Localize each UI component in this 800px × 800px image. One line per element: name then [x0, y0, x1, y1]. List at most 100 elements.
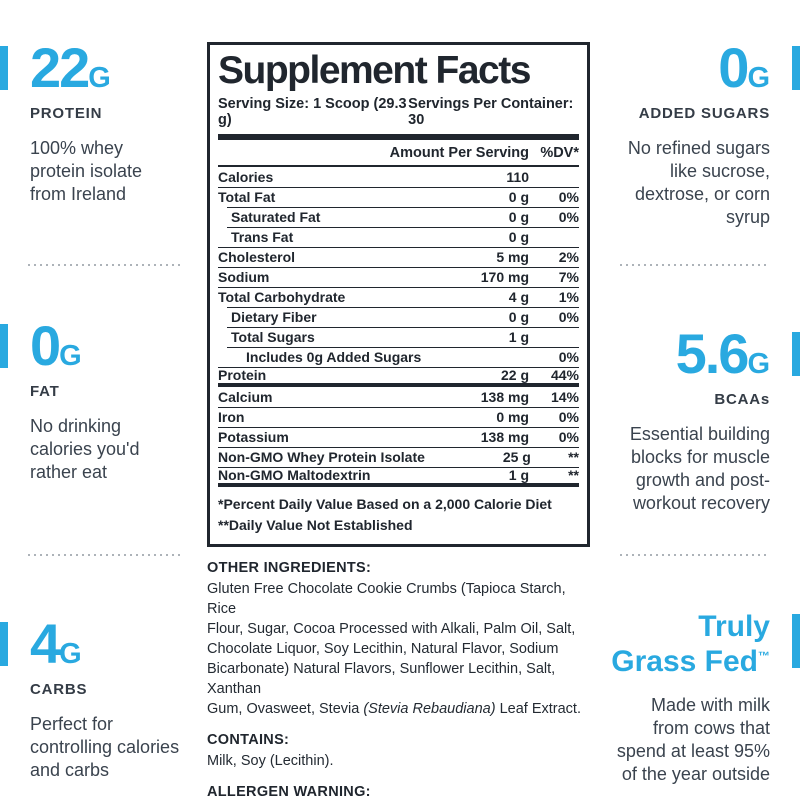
- nutrient-amount: 0 mg: [496, 408, 529, 425]
- accent-bar: [792, 614, 800, 668]
- ingredients-italic: (Stevia Rebaudiana): [363, 700, 496, 717]
- callout-protein: 22G PROTEIN 100% whey protein isolate fr…: [0, 40, 205, 206]
- nutrient-name: Non-GMO Whey Protein Isolate: [218, 448, 425, 465]
- supplement-facts-panel: Supplement Facts Serving Size: 1 Scoop (…: [207, 42, 590, 547]
- table-row-total-fat: Total Fat 0 g 0%: [218, 186, 579, 207]
- fat-amount: 0G: [30, 318, 205, 374]
- table-row-dietary-fiber: Dietary Fiber 0 g 0%: [218, 306, 579, 327]
- nutrient-dv: 0%: [558, 408, 579, 425]
- nutrient-amount: 4 g: [508, 288, 529, 305]
- fat-unit: G: [59, 340, 82, 372]
- bcaas-description: Essential building blocks for muscle gro…: [629, 424, 770, 513]
- protein-unit: G: [88, 62, 111, 94]
- callout-bcaas: 5.6G BCAAs Essential building blocks for…: [595, 326, 800, 515]
- nutrient-name: Calories: [218, 168, 274, 185]
- nutrient-name: Iron: [218, 408, 245, 425]
- protein-value: 22: [30, 36, 90, 99]
- amount-column-header: Amount Per Serving: [389, 144, 529, 161]
- fat-description: No drinking calories you'd rather eat: [30, 416, 140, 482]
- dv-column-header: %DV*: [540, 144, 579, 161]
- added-sugars-value: 0: [718, 36, 749, 99]
- nutrient-name: Protein: [218, 366, 267, 383]
- carbs-amount: 4G: [30, 616, 205, 672]
- nutrient-amount: 170 mg: [480, 268, 529, 285]
- nutrient-dv: 0%: [558, 308, 579, 325]
- footnotes: *Percent Daily Value Based on a 2,000 Ca…: [218, 487, 579, 536]
- nutrient-dv: 44%: [550, 366, 579, 383]
- nutrient-amount: 0 g: [508, 208, 529, 225]
- fat-value: 0: [30, 314, 61, 377]
- servings-per-container: Servings Per Container: 30: [408, 95, 574, 128]
- fat-label: FAT: [30, 383, 60, 400]
- nutrient-amount: 1 g: [508, 328, 529, 345]
- center-column: Supplement Facts Serving Size: 1 Scoop (…: [207, 42, 590, 800]
- table-row-saturated-fat: Saturated Fat 0 g 0%: [218, 206, 579, 227]
- nutrient-name: Total Carbohydrate: [218, 288, 346, 305]
- table-header-row: Amount Per Serving %DV*: [218, 140, 579, 167]
- nutrient-name: Includes 0g Added Sugars: [246, 348, 422, 365]
- table-row-cholesterol: Cholesterol 5 mg 2%: [218, 246, 579, 267]
- bcaas-label: BCAAs: [714, 391, 770, 408]
- nutrient-dv: 14%: [550, 388, 579, 405]
- nutrient-amount: 1 g: [508, 466, 529, 483]
- nutrient-name: Sodium: [218, 268, 270, 285]
- added-sugars-description: No refined sugars like sucrose, dextrose…: [627, 138, 770, 227]
- panel-title: Supplement Facts: [218, 49, 531, 92]
- serving-info-row: Serving Size: 1 Scoop (29.3 g) Servings …: [218, 93, 579, 140]
- nutrient-name: Non-GMO Maltodextrin: [218, 466, 371, 483]
- callout-carbs: 4G CARBS Perfect for controlling calorie…: [0, 616, 205, 782]
- trademark-symbol: ™: [758, 648, 770, 663]
- grass-fed-description: Made with milk from cows that spend at l…: [616, 695, 770, 784]
- ingredients-text-after: Leaf Extract.: [495, 700, 581, 717]
- table-row-iron: Iron 0 mg 0%: [218, 406, 579, 427]
- nutrient-dv: 1%: [558, 288, 579, 305]
- callout-added-sugars: 0G ADDED SUGARS No refined sugars like s…: [595, 40, 800, 229]
- grass-fed-title-text: Truly Grass Fed: [611, 610, 770, 678]
- nutrient-name: Saturated Fat: [231, 208, 321, 225]
- table-row-sodium: Sodium 170 mg 7%: [218, 266, 579, 287]
- bcaas-value: 5.6: [675, 322, 750, 385]
- dotted-divider: [620, 264, 770, 267]
- nutrient-name: Potassium: [218, 428, 289, 445]
- dotted-divider: [620, 554, 770, 557]
- nutrient-dv: 0%: [558, 348, 579, 365]
- nutrient-name: Total Fat: [218, 188, 276, 205]
- accent-bar: [792, 46, 800, 90]
- allergen-warning-heading: ALLERGEN WARNING:: [207, 783, 371, 800]
- table-row-calcium: Calcium 138 mg 14%: [218, 387, 579, 407]
- dotted-divider: [28, 554, 180, 557]
- protein-amount: 22G: [30, 40, 205, 96]
- table-row-maltodextrin: Non-GMO Maltodextrin 1 g **: [218, 466, 579, 487]
- nutrient-dv: 0%: [558, 208, 579, 225]
- nutrient-dv: **: [568, 466, 579, 483]
- callout-grass-fed: Truly Grass Fed™ Made with milk from cow…: [595, 610, 800, 786]
- table-row-total-sugars: Total Sugars 1 g: [218, 326, 579, 347]
- carbs-value: 4: [30, 612, 61, 675]
- nutrient-dv: 0%: [558, 428, 579, 445]
- accent-bar: [0, 324, 8, 368]
- nutrient-name: Total Sugars: [231, 328, 315, 345]
- bcaas-unit: G: [747, 348, 770, 380]
- dotted-divider: [28, 264, 180, 267]
- footnote-dv: *Percent Daily Value Based on a 2,000 Ca…: [218, 495, 552, 512]
- nutrient-amount: 138 mg: [480, 428, 529, 445]
- nutrient-amount: 22 g: [500, 366, 529, 383]
- nutrient-name: Cholesterol: [218, 248, 296, 265]
- nutrient-dv: 2%: [558, 248, 579, 265]
- table-row-added-sugars: Includes 0g Added Sugars 0%: [218, 346, 579, 367]
- table-row-trans-fat: Trans Fat 0 g: [218, 226, 579, 247]
- added-sugars-unit: G: [747, 62, 770, 94]
- callout-fat: 0G FAT No drinking calories you'd rather…: [0, 318, 205, 484]
- carbs-description: Perfect for controlling calories and car…: [30, 714, 180, 780]
- table-row-protein: Protein 22 g 44%: [218, 366, 579, 387]
- serving-size: Serving Size: 1 Scoop (29.3 g): [218, 95, 407, 128]
- added-sugars-label: ADDED SUGARS: [638, 105, 770, 122]
- nutrient-dv: 0%: [558, 188, 579, 205]
- contains-text: Milk, Soy (Lecithin).: [207, 752, 334, 769]
- other-ingredients-heading: OTHER INGREDIENTS:: [207, 559, 372, 576]
- accent-bar: [0, 46, 8, 90]
- added-sugars-amount: 0G: [595, 40, 770, 96]
- table-row-potassium: Potassium 138 mg 0%: [218, 426, 579, 447]
- nutrient-amount: 0 g: [508, 188, 529, 205]
- accent-bar: [792, 332, 800, 376]
